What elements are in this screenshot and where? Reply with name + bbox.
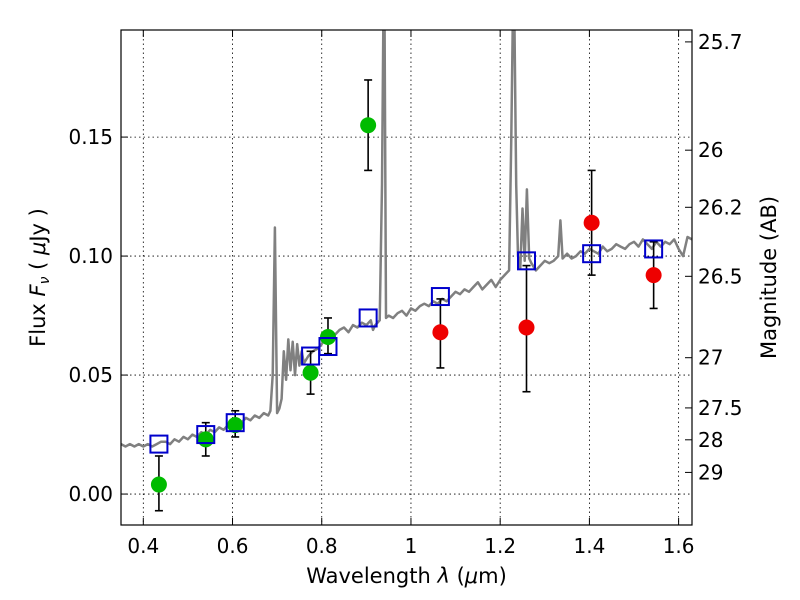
data-point <box>319 328 336 345</box>
marker-layer <box>149 117 664 493</box>
data-point <box>645 267 662 284</box>
model-point <box>644 239 664 259</box>
y2-tick-label: 25.7 <box>698 30 743 54</box>
y2-tick-label: 28 <box>698 428 723 452</box>
y2-tick-label: 29 <box>698 460 723 484</box>
y-axis-title: Flux Fν ( μJy ) <box>26 208 53 347</box>
x-tick-label: 1.4 <box>573 534 605 558</box>
model-point <box>582 244 602 264</box>
data-point <box>583 214 600 231</box>
y-tick-label: 0.10 <box>68 244 113 268</box>
y-tick-label: 0.05 <box>68 363 113 387</box>
data-point <box>302 364 319 381</box>
spectrum-line <box>121 30 692 448</box>
model-point <box>358 308 378 328</box>
x-tick-label: 0.8 <box>306 534 338 558</box>
model-point <box>225 413 245 433</box>
spectrum-layer <box>121 30 692 448</box>
label-layer: 0.4 0.6 0.8 1 1.2 1.4 1.6 0.00 0.05 0.10 0.15 25.7 2… <box>68 30 742 558</box>
y2-tick-label: 26.5 <box>698 264 743 288</box>
errorbar-layer <box>154 79 658 512</box>
data-point <box>227 417 244 434</box>
model-point <box>430 287 450 307</box>
grid-layer <box>121 30 692 525</box>
x-tick-label: 1.6 <box>663 534 695 558</box>
model-point <box>516 251 536 271</box>
y2-tick-label: 27 <box>698 346 723 370</box>
y2-tick-label: 27.5 <box>698 396 743 420</box>
data-point <box>518 319 535 336</box>
x-tick-label: 0.6 <box>217 534 249 558</box>
model-point <box>301 346 321 366</box>
model-point <box>149 434 169 454</box>
x-tick-label: 0.4 <box>127 534 159 558</box>
model-point <box>196 425 216 445</box>
data-point <box>360 117 377 134</box>
y2-tick-label: 26.2 <box>698 195 743 219</box>
y2-axis-title: Magnitude (AB) <box>757 196 781 359</box>
x-axis-title: Wavelength λ (μm) <box>306 564 507 588</box>
plot-frame <box>120 29 693 526</box>
y2-tick-label: 26 <box>698 138 723 162</box>
y-tick-label: 0.00 <box>68 482 113 506</box>
x-tick-label: 1.2 <box>484 534 516 558</box>
model-point <box>318 337 338 357</box>
data-point <box>150 476 167 493</box>
tick-layer <box>121 30 692 525</box>
y-tick-label: 0.15 <box>68 125 113 149</box>
data-point <box>197 431 214 448</box>
x-tick-label: 1 <box>405 534 418 558</box>
data-point <box>432 324 449 341</box>
